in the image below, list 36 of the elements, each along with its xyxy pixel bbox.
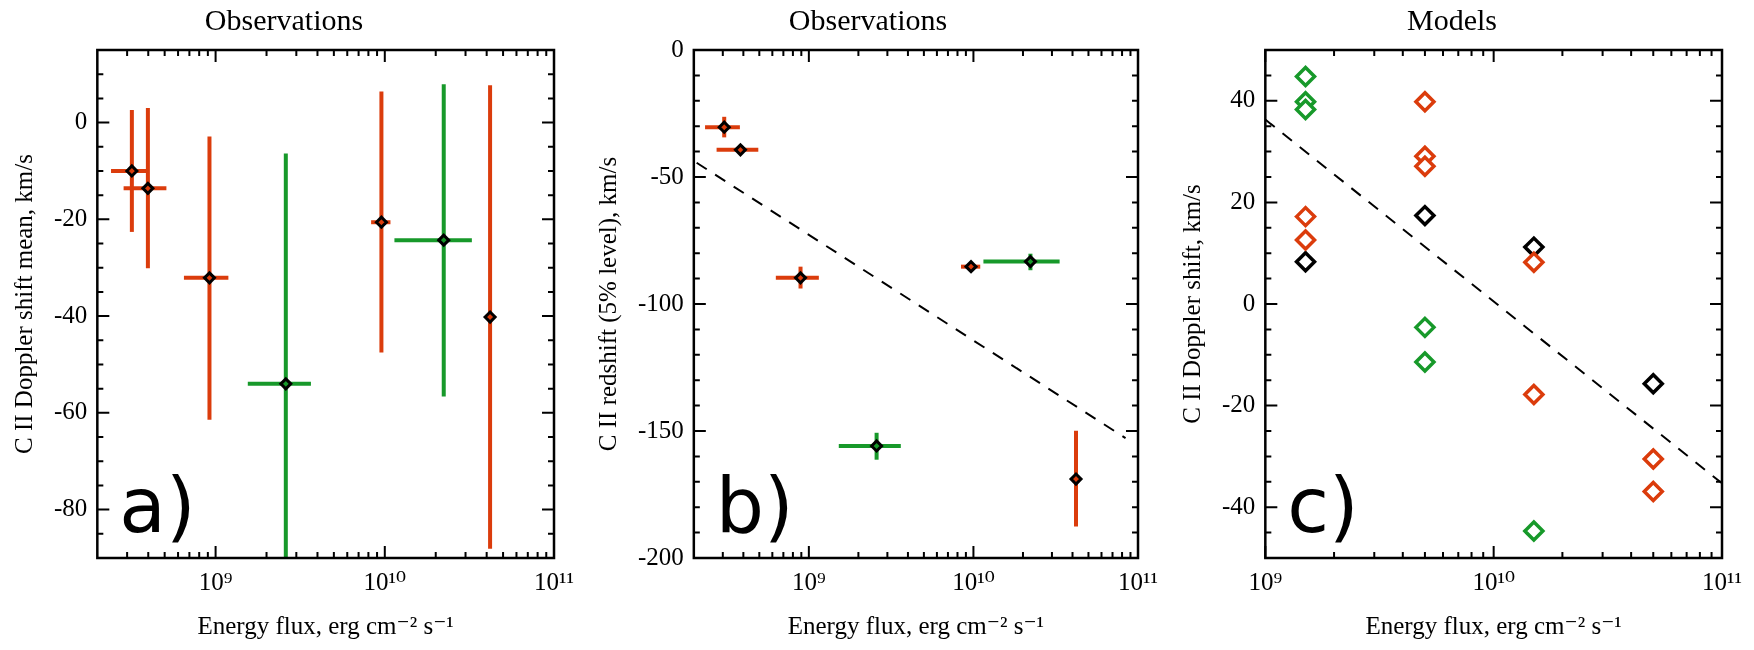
y-tick-label: -40 xyxy=(1222,491,1256,519)
x-tick-label: 10¹⁰ xyxy=(952,567,995,595)
y-axis-title: C II redshift (5% level), km/s xyxy=(593,156,622,452)
y-tick-label: -40 xyxy=(54,300,88,328)
y-tick-label: 0 xyxy=(1242,288,1256,316)
y-tick-label: 0 xyxy=(671,34,684,62)
chart-title: Observations xyxy=(204,2,364,36)
x-tick-label: 10¹⁰ xyxy=(1472,567,1515,595)
x-tick-label: 10⁹ xyxy=(792,567,826,595)
y-tick-label: -50 xyxy=(650,161,684,189)
x-axis-title: Energy flux, erg cm⁻² s⁻¹ xyxy=(197,611,454,639)
annotation: a) xyxy=(119,461,196,550)
y-tick-label: -100 xyxy=(638,288,684,316)
y-tick-label: -20 xyxy=(54,203,88,231)
y-tick-label: -80 xyxy=(54,494,88,522)
y-axis-title: C II Doppler shift mean, km/s xyxy=(9,154,37,454)
y-axis-title: C II Doppler shift, km/s xyxy=(1177,184,1205,424)
y-tick-label: 40 xyxy=(1230,85,1256,113)
x-axis-title: Energy flux, erg cm⁻² s⁻¹ xyxy=(787,611,1045,639)
y-tick-label: -60 xyxy=(54,397,88,425)
y-tick-label: 20 xyxy=(1230,186,1256,214)
y-tick-label: -150 xyxy=(638,415,684,443)
annotation: b) xyxy=(715,461,794,550)
y-tick-label: 0 xyxy=(74,107,88,135)
x-tick-label: 10¹¹ xyxy=(534,567,574,595)
y-tick-label: -200 xyxy=(638,542,684,570)
x-tick-label: 10¹¹ xyxy=(1702,567,1742,595)
x-axis-title: Energy flux, erg cm⁻² s⁻¹ xyxy=(1365,611,1622,639)
x-tick-label: 10⁹ xyxy=(198,567,233,595)
x-tick-label: 10¹⁰ xyxy=(363,567,407,595)
chart-title: Observations xyxy=(788,2,948,36)
annotation: c) xyxy=(1287,461,1359,550)
chart-title: Models xyxy=(1407,2,1497,36)
x-tick-label: 10⁹ xyxy=(1248,567,1283,595)
y-tick-label: -20 xyxy=(1222,390,1256,418)
x-tick-label: 10¹¹ xyxy=(1118,567,1158,595)
